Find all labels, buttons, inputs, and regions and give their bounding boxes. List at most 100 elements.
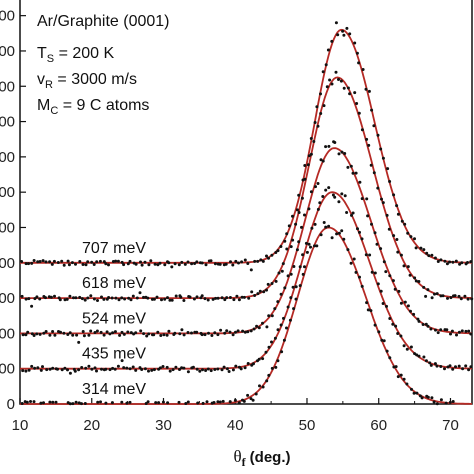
data-point [413, 237, 416, 241]
data-point [276, 328, 280, 332]
data-point [53, 333, 57, 337]
data-point [51, 366, 55, 370]
data-point [86, 296, 90, 300]
data-point [435, 292, 439, 296]
energy-label-707-meV: 707 meV [82, 240, 146, 257]
data-point [402, 377, 406, 381]
data-point [179, 295, 183, 299]
data-point [246, 362, 250, 365]
data-point [469, 332, 473, 336]
data-point [457, 330, 461, 334]
data-point [21, 369, 25, 373]
data-point [177, 263, 181, 267]
data-point [346, 248, 350, 252]
data-point [358, 180, 362, 184]
data-point [367, 143, 371, 147]
data-point [111, 331, 115, 335]
data-point [200, 294, 204, 298]
data-point [105, 330, 109, 334]
data-point [219, 328, 223, 332]
data-point [216, 333, 220, 337]
data-point [314, 185, 317, 189]
data-point [39, 368, 43, 372]
data-point [36, 260, 40, 264]
data-point [25, 400, 29, 404]
data-point [201, 401, 205, 405]
data-point [89, 329, 93, 333]
x-axis-label: θf (deg.) [234, 447, 291, 469]
data-point [99, 400, 102, 404]
data-point [324, 145, 328, 149]
data-point [116, 259, 120, 263]
data-point [120, 330, 124, 334]
data-point [51, 330, 55, 333]
data-point [167, 329, 171, 333]
data-point [149, 259, 153, 263]
data-point [102, 297, 106, 301]
data-point [212, 401, 216, 404]
data-point [313, 244, 316, 248]
data-point [406, 231, 410, 235]
data-point [252, 362, 255, 366]
data-point [261, 385, 265, 389]
data-point [429, 363, 433, 367]
data-point [204, 369, 208, 372]
data-point [312, 140, 316, 143]
data-point [267, 345, 271, 349]
data-point [75, 333, 79, 337]
data-point [379, 247, 383, 251]
data-point [166, 296, 169, 300]
data-point [283, 239, 287, 243]
data-point [183, 262, 187, 266]
data-point [330, 39, 334, 43]
data-point [242, 295, 246, 299]
data-point [286, 274, 290, 278]
data-point [436, 260, 440, 263]
data-point [460, 329, 464, 333]
data-point [369, 309, 373, 313]
data-point [358, 230, 361, 234]
data-point [439, 258, 443, 262]
data-point [415, 391, 419, 395]
data-point [303, 164, 307, 167]
data-point [336, 33, 340, 37]
data-point [351, 171, 355, 175]
data-point [77, 401, 81, 405]
data-point [388, 356, 392, 360]
data-point [464, 364, 468, 368]
data-point [276, 300, 280, 304]
data-point [435, 364, 439, 368]
data-point [279, 292, 283, 296]
data-point [418, 394, 422, 398]
data-point [191, 365, 195, 369]
data-point [409, 235, 413, 239]
data-point [38, 260, 42, 263]
data-point [116, 364, 120, 368]
data-point [386, 167, 390, 171]
y-tick-label: 00 [0, 149, 15, 166]
data-point [319, 158, 323, 162]
data-point [319, 92, 322, 96]
data-point [466, 297, 470, 301]
data-point [20, 260, 24, 263]
data-point [131, 294, 135, 298]
data-point [233, 398, 237, 402]
data-point [95, 369, 98, 373]
x-tick-label: 60 [370, 417, 387, 434]
data-point [274, 365, 278, 369]
data-point [95, 329, 99, 333]
data-point [406, 304, 410, 308]
data-point [152, 368, 156, 372]
data-point [464, 329, 468, 333]
energy-label-314-meV: 314 meV [82, 381, 146, 398]
data-point [304, 241, 308, 245]
data-point [388, 180, 392, 183]
data-point [216, 367, 220, 371]
data-point [348, 32, 352, 36]
data-point [261, 321, 264, 325]
annotation-velocity: vR = 3000 m/s [37, 71, 137, 91]
data-point [433, 292, 436, 296]
data-point [319, 112, 323, 115]
data-point [236, 329, 240, 333]
y-tick-label: 00 [0, 255, 15, 272]
